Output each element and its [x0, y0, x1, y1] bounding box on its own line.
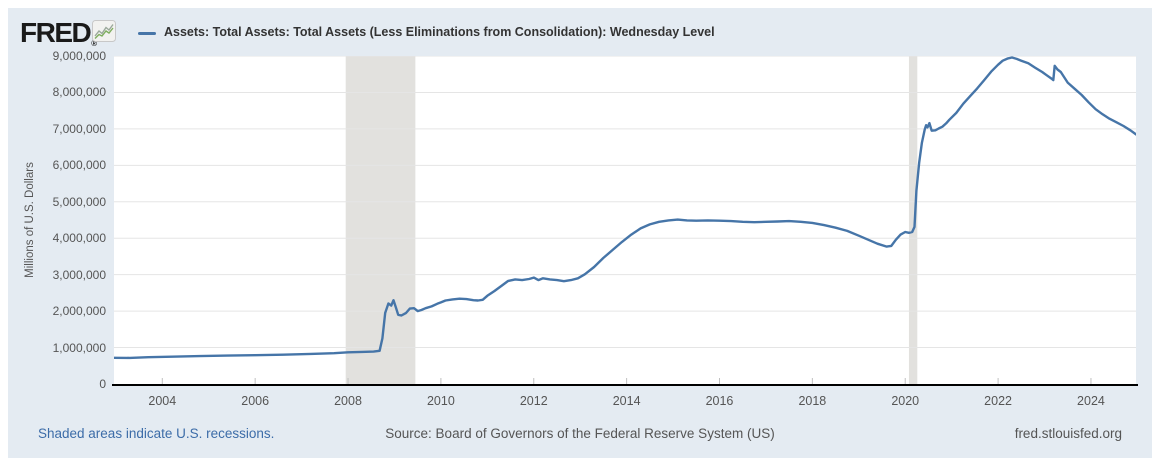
y-tick-label: 2,000,000: [52, 304, 106, 319]
chart-footer: Shaded areas indicate U.S. recessions. S…: [8, 422, 1152, 446]
source-text: Source: Board of Governors of the Federa…: [385, 426, 775, 441]
x-tick-label: 2024: [1077, 394, 1105, 408]
x-axis-tick-labels: 2004 2006 2008 2010 2012 2014 2016 2018 2020 2022…: [8, 8, 1152, 458]
registered-mark: ®: [91, 39, 98, 48]
y-tick-label: 9,000,000: [52, 49, 106, 63]
x-tick-label: 2012: [519, 394, 548, 408]
legend-line-swatch: [138, 32, 156, 35]
x-tick-label: 2004: [148, 394, 177, 408]
y-axis-tick-labels: 0 1,000,000 2,000,000 3,000,000 4,000,000 5,0…: [8, 8, 106, 458]
y-tick-label: 8,000,000: [52, 85, 106, 100]
fred-logo[interactable]: FRED®: [20, 17, 98, 49]
fred-chart: FRED® Assets: Total Assets: Total Assets…: [8, 8, 1152, 458]
y-tick-label: 5,000,000: [52, 194, 106, 209]
y-tick-label: 7,000,000: [52, 121, 106, 136]
y-tick-label: 4,000,000: [52, 231, 106, 246]
y-tick-label: 1,000,000: [52, 340, 106, 355]
x-tick-label: 2016: [705, 394, 734, 408]
fred-site-link[interactable]: fred.stlouisfed.org: [1014, 426, 1122, 441]
plot-area[interactable]: [114, 56, 1136, 384]
x-tick-label: 2022: [984, 394, 1012, 408]
data-line[interactable]: [114, 56, 1136, 360]
x-tick-label: 2006: [241, 394, 270, 408]
series-legend-label[interactable]: Assets: Total Assets: Total Assets (Less…: [164, 25, 715, 39]
x-axis-line: [112, 384, 1138, 386]
x-tick-label: 2014: [612, 394, 641, 408]
x-tick-label: 2010: [426, 394, 455, 408]
x-tick-label: 2018: [798, 394, 827, 408]
y-tick-label: 3,000,000: [52, 267, 106, 282]
sparkline-icon: [92, 20, 116, 47]
x-tick-label: 2008: [334, 394, 362, 408]
chart-header: FRED® Assets: Total Assets: Total Assets…: [8, 8, 1152, 56]
recession-band: [345, 56, 416, 384]
recession-band: [908, 56, 918, 384]
fred-logo-text: FRED: [20, 17, 92, 48]
recession-note-link[interactable]: Shaded areas indicate U.S. recessions.: [38, 426, 275, 441]
y-tick-label: 6,000,000: [52, 158, 106, 173]
x-tick-label: 2020: [891, 394, 920, 408]
y-tick-label: 0: [99, 377, 106, 391]
chart-canvas[interactable]: [114, 56, 1136, 384]
